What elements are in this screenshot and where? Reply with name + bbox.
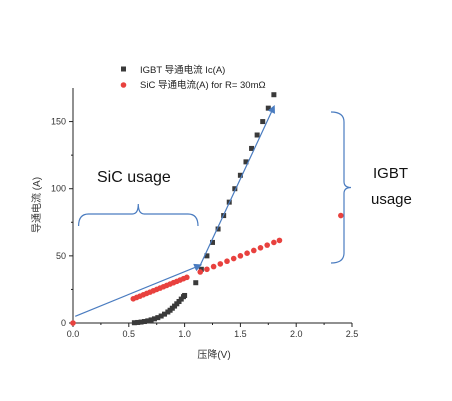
data-point-igbt <box>271 92 277 98</box>
data-point-sic <box>264 242 270 248</box>
data-point-sic <box>204 266 210 273</box>
data-point-igbt <box>254 132 260 138</box>
data-point-igbt <box>215 226 221 232</box>
annotations <box>75 104 352 317</box>
y-tick-label: 150 <box>51 117 66 127</box>
data-point-sic <box>244 250 250 256</box>
data-point-igbt <box>155 315 161 321</box>
igbt-trend-arrow <box>199 104 275 266</box>
x-tick-label: 2.5 <box>346 329 359 339</box>
data-point-sic <box>70 320 76 326</box>
x-tick-label: 0.0 <box>67 329 80 339</box>
y-tick-label: 100 <box>51 184 66 194</box>
igbt-usage-brace <box>330 111 352 264</box>
data-point-igbt <box>135 319 141 325</box>
data-point-igbt <box>249 145 255 151</box>
x-tick-label: 1.5 <box>234 329 247 339</box>
y-tick-label: 50 <box>56 251 66 261</box>
data-point-igbt <box>265 105 271 111</box>
y-axis-title: 导通电流 (A) <box>30 177 43 233</box>
data-point-igbt <box>131 320 137 326</box>
data-point-sic <box>250 247 257 254</box>
data-point-igbt <box>260 119 266 125</box>
data-point-sic <box>230 255 237 262</box>
data-point-sic <box>257 245 264 251</box>
legend: IGBT 导通电流 Ic(A) SiC 导通电流(A) for R= 30mΩ <box>120 64 266 91</box>
data-point-sic <box>271 239 277 246</box>
legend-marker-igbt <box>121 66 126 72</box>
data-point-igbt <box>243 159 249 165</box>
data-point-igbt <box>237 172 243 178</box>
data-point-igbt <box>162 311 168 317</box>
data-point-igbt <box>158 313 164 319</box>
series-sic <box>70 212 344 326</box>
igbt-usage-label-line1: IGBT <box>373 165 408 182</box>
sic-usage-brace <box>77 203 199 227</box>
data-point-igbt <box>204 253 210 259</box>
legend-label-sic: SiC 导通电流(A) for R= 30mΩ <box>140 79 266 91</box>
data-point-sic <box>237 253 244 259</box>
axes: 0.0 0.5 1.0 1.5 2.0 2.5 0 50 100 150 <box>51 88 358 339</box>
igbt-usage-label-line2: usage <box>371 191 412 208</box>
data-point-igbt <box>138 319 144 325</box>
data-point-sic <box>197 269 204 275</box>
x-tick-label: 0.5 <box>123 329 136 339</box>
data-point-igbt <box>210 239 215 245</box>
legend-label-igbt: IGBT 导通电流 Ic(A) <box>140 64 225 76</box>
data-point-igbt <box>232 186 238 192</box>
data-point-igbt <box>145 318 151 324</box>
data-point-igbt <box>182 292 188 298</box>
x-tick-label: 2.0 <box>290 329 303 339</box>
sic-trend-arrow <box>75 263 203 317</box>
legend-marker-sic <box>120 82 127 88</box>
series-layer <box>70 92 344 326</box>
y-tick-label: 0 <box>61 318 66 328</box>
sic-usage-label: SiC usage <box>97 169 171 186</box>
data-point-sic <box>184 274 190 281</box>
data-point-igbt <box>141 319 147 325</box>
data-point-sic <box>276 237 283 244</box>
x-tick-label: 1.0 <box>178 329 191 339</box>
x-axis-title: 压降(V) <box>197 348 230 361</box>
data-point-igbt <box>151 316 157 322</box>
data-point-igbt <box>148 317 154 323</box>
data-point-sic <box>210 263 217 270</box>
data-point-sic <box>338 212 344 219</box>
data-point-sic <box>217 261 224 267</box>
data-point-igbt <box>193 280 199 286</box>
data-point-sic <box>224 258 230 265</box>
